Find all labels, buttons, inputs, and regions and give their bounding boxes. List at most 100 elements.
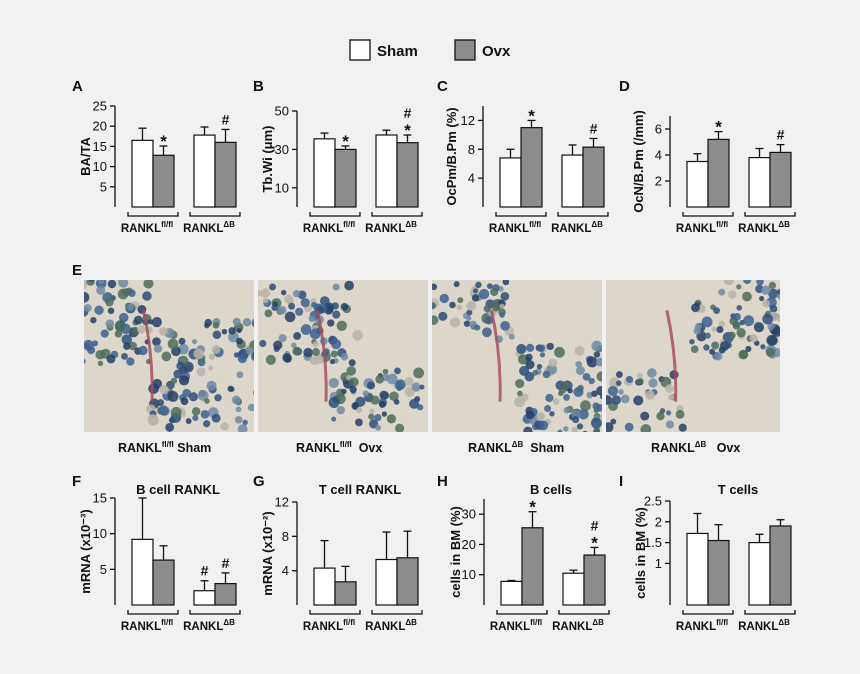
group-label-base: RANKL [551,223,591,235]
group-label: RANKLΔB [738,618,790,633]
bar-sham-1 [561,154,584,208]
panel-e-label: E [72,262,82,279]
bar-ovx-1 [214,582,237,606]
cell [157,399,165,407]
cell [208,353,216,360]
cell [332,310,341,319]
group-bracket [371,610,423,615]
cell [264,309,273,318]
cell [152,337,161,346]
cell [344,280,354,291]
cell [745,345,752,352]
legend-sham-swatch [349,39,371,61]
cell [170,407,182,418]
cell [346,366,357,376]
group-label-sup: fl/fl [343,220,355,229]
cell [500,291,510,301]
cell [563,406,571,414]
cell [665,384,674,393]
cell [701,316,713,328]
cell [404,376,414,386]
cell [471,294,480,302]
group-bracket [496,610,548,615]
cell [206,380,217,391]
cell [94,305,104,315]
y-tick-label: 15 [93,491,107,506]
bar-ovx-1 [396,557,419,606]
cell [761,285,771,295]
significance-marker: * [591,533,598,552]
cell [749,334,758,343]
y-tick-label: 4 [468,171,475,186]
group-bracket [371,212,423,217]
cell [611,395,622,405]
cell [473,288,479,294]
cell [571,409,581,419]
cell [284,294,294,304]
group-label: RANKLΔB [365,618,417,633]
caption-3-cond: Sham [530,441,565,456]
cell [502,280,510,286]
cell [571,426,579,432]
bar-ovx-0 [707,539,730,606]
caption-1-cond: Sham [177,441,212,456]
group-label: RANKLΔB [551,220,603,235]
cell [474,324,481,331]
cell [647,368,657,378]
cell [300,324,312,335]
cell [84,303,92,312]
panel-label: A [72,78,83,95]
bar-ovx-1 [769,151,792,208]
bar-sham-1 [375,558,398,606]
cell [107,307,115,315]
cell [607,385,619,397]
cell [766,334,778,346]
significance-marker: # [591,517,599,533]
bar-ovx-0 [152,154,175,208]
cell [295,307,304,316]
cell [582,430,588,432]
histology-caption-3: RANKLΔB Sham [468,440,564,455]
y-tick-label: 5 [100,562,107,577]
cell [191,407,201,416]
cell [253,390,254,396]
bar-sham-1 [193,590,216,606]
cell [648,378,658,388]
bone-matrix [606,280,780,432]
cell [123,342,131,350]
cell [500,320,510,331]
y-tick-label: 25 [93,99,107,114]
cell [356,406,363,414]
group-label-sup: ΔB [592,618,604,627]
cell [262,297,269,304]
cell [591,417,602,429]
group-label-base: RANKL [365,621,405,633]
cell [340,302,349,311]
cell [118,312,129,323]
group-label-sup: fl/fl [161,618,173,627]
cell [300,298,310,308]
group-label: RANKLfl/fl [676,220,728,235]
cell [394,367,401,375]
cell [413,367,424,379]
cell [220,422,229,431]
cell [242,318,252,327]
cell [374,413,382,422]
cell [328,377,339,389]
y-tick-label: 4 [282,563,289,578]
cell [419,384,425,390]
cell [288,302,296,310]
cell [212,330,222,340]
cell [668,394,675,401]
cell [382,368,389,375]
charts-layer: ABA/TA510152025*RANKLfl/fl#RANKLΔBBTb.Wi… [72,78,796,633]
cell [525,359,535,370]
significance-marker: * [160,132,167,151]
cell [269,283,277,291]
cell [293,332,302,340]
cell [637,378,644,385]
cell [234,416,243,424]
group-label: RANKLfl/fl [676,618,728,633]
cell [192,414,199,422]
cell [711,326,717,332]
